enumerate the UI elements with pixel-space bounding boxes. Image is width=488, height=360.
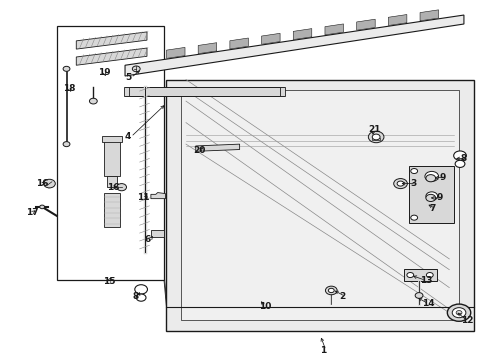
FancyBboxPatch shape — [107, 176, 117, 187]
Circle shape — [410, 168, 417, 174]
Text: 2: 2 — [339, 292, 345, 301]
Polygon shape — [387, 14, 406, 26]
Polygon shape — [151, 230, 163, 237]
Polygon shape — [261, 33, 280, 44]
FancyBboxPatch shape — [279, 87, 285, 96]
Circle shape — [425, 192, 437, 201]
Text: 21: 21 — [367, 125, 380, 134]
Text: 9: 9 — [439, 173, 445, 182]
Polygon shape — [181, 90, 458, 320]
Circle shape — [451, 308, 465, 318]
Text: 17: 17 — [26, 208, 39, 217]
Circle shape — [367, 131, 383, 143]
Text: 5: 5 — [125, 73, 131, 82]
Text: 11: 11 — [137, 193, 149, 202]
FancyBboxPatch shape — [104, 193, 120, 226]
Circle shape — [371, 134, 379, 140]
Circle shape — [117, 184, 126, 191]
Polygon shape — [125, 87, 283, 96]
Polygon shape — [166, 48, 184, 58]
Polygon shape — [356, 19, 374, 30]
Circle shape — [40, 205, 44, 209]
Text: 13: 13 — [419, 276, 432, 285]
FancyBboxPatch shape — [104, 140, 120, 176]
Circle shape — [455, 311, 461, 315]
Circle shape — [328, 288, 333, 293]
Circle shape — [410, 215, 417, 220]
FancyBboxPatch shape — [102, 135, 122, 142]
Circle shape — [396, 181, 403, 186]
Text: 6: 6 — [144, 235, 150, 244]
Text: 18: 18 — [63, 84, 76, 93]
Polygon shape — [229, 38, 248, 49]
Polygon shape — [166, 80, 473, 330]
Polygon shape — [76, 32, 147, 49]
Polygon shape — [325, 24, 343, 35]
Circle shape — [426, 273, 432, 278]
Circle shape — [325, 286, 336, 295]
Text: 3: 3 — [409, 179, 416, 188]
Circle shape — [136, 294, 146, 301]
Circle shape — [63, 66, 70, 71]
FancyBboxPatch shape — [123, 87, 129, 96]
Text: 19: 19 — [98, 68, 111, 77]
Polygon shape — [198, 43, 216, 54]
Polygon shape — [125, 15, 463, 76]
Circle shape — [135, 285, 147, 294]
Polygon shape — [195, 144, 239, 151]
Text: 9: 9 — [435, 193, 442, 202]
FancyBboxPatch shape — [371, 138, 379, 140]
Text: 14: 14 — [422, 299, 434, 308]
Text: 8: 8 — [132, 292, 138, 301]
Text: 15: 15 — [103, 276, 115, 285]
FancyBboxPatch shape — [57, 26, 163, 280]
Circle shape — [425, 175, 435, 182]
Text: 16: 16 — [36, 179, 48, 188]
Circle shape — [425, 194, 435, 202]
Circle shape — [43, 179, 55, 188]
Text: 10: 10 — [259, 302, 271, 311]
Circle shape — [414, 293, 422, 298]
Circle shape — [424, 171, 438, 181]
Polygon shape — [408, 166, 453, 223]
Text: 16: 16 — [107, 183, 119, 192]
Polygon shape — [404, 269, 436, 281]
Polygon shape — [293, 28, 311, 40]
Text: 1: 1 — [320, 346, 325, 355]
Circle shape — [132, 66, 140, 72]
Circle shape — [89, 98, 97, 104]
Circle shape — [454, 160, 464, 167]
Text: 4: 4 — [125, 132, 131, 141]
Circle shape — [393, 179, 407, 189]
Text: 7: 7 — [429, 204, 435, 213]
Text: 20: 20 — [193, 146, 205, 155]
Text: 12: 12 — [461, 316, 473, 325]
Polygon shape — [419, 10, 438, 21]
Polygon shape — [76, 48, 147, 65]
Circle shape — [447, 304, 470, 321]
Text: 8: 8 — [459, 154, 466, 163]
Circle shape — [406, 273, 413, 278]
Polygon shape — [151, 193, 165, 199]
Circle shape — [453, 151, 466, 160]
Circle shape — [63, 141, 70, 147]
